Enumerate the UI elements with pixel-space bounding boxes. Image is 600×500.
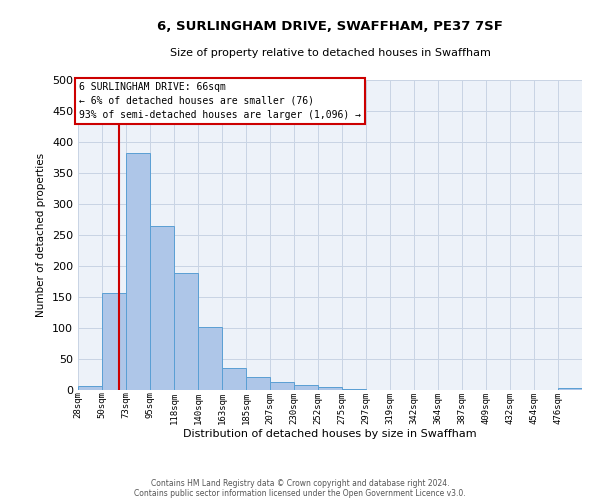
Bar [342,389,366,390]
Y-axis label: Number of detached properties: Number of detached properties [37,153,46,317]
Bar [78,386,102,390]
Bar [294,385,318,390]
Text: Contains public sector information licensed under the Open Government Licence v3: Contains public sector information licen… [134,488,466,498]
Bar [102,294,126,390]
Bar [198,328,222,390]
Bar [150,226,174,390]
X-axis label: Distribution of detached houses by size in Swaffham: Distribution of detached houses by size … [183,429,477,439]
Bar [318,387,342,390]
Text: Contains HM Land Registry data © Crown copyright and database right 2024.: Contains HM Land Registry data © Crown c… [151,478,449,488]
Bar [126,152,150,390]
Bar [174,274,198,390]
Bar [270,382,294,390]
Bar [246,377,270,390]
Text: 6 SURLINGHAM DRIVE: 66sqm
← 6% of detached houses are smaller (76)
93% of semi-d: 6 SURLINGHAM DRIVE: 66sqm ← 6% of detach… [79,82,361,120]
Bar [558,388,582,390]
Text: 6, SURLINGHAM DRIVE, SWAFFHAM, PE37 7SF: 6, SURLINGHAM DRIVE, SWAFFHAM, PE37 7SF [157,20,503,33]
Bar [222,368,246,390]
Text: Size of property relative to detached houses in Swaffham: Size of property relative to detached ho… [170,48,490,58]
